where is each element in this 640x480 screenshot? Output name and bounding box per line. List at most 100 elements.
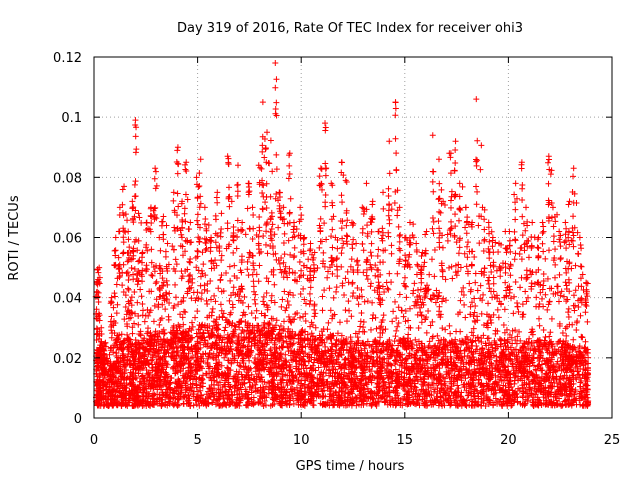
data-point <box>188 387 195 394</box>
data-point <box>210 331 217 338</box>
data-point <box>189 319 196 326</box>
data-point <box>389 318 396 325</box>
data-point <box>260 298 267 305</box>
data-point <box>436 180 443 187</box>
data-point <box>111 262 118 269</box>
data-point <box>385 192 392 199</box>
data-point <box>247 347 254 354</box>
data-point <box>316 244 323 251</box>
data-point <box>121 316 128 323</box>
data-point <box>423 329 430 336</box>
data-point <box>164 281 171 288</box>
data-point <box>436 244 443 251</box>
data-point <box>259 357 266 364</box>
data-point <box>120 261 127 268</box>
data-point <box>202 272 209 279</box>
data-point <box>167 386 174 393</box>
data-point <box>380 312 387 319</box>
data-point <box>147 307 154 314</box>
data-point <box>202 216 209 223</box>
data-point <box>235 162 242 169</box>
data-point <box>286 171 293 178</box>
data-point <box>187 219 194 226</box>
data-point <box>113 281 120 288</box>
data-point <box>429 225 436 232</box>
data-point <box>153 278 160 285</box>
data-point <box>260 293 267 300</box>
data-point <box>338 159 345 166</box>
data-point <box>184 288 191 295</box>
data-point <box>200 329 207 336</box>
data-point <box>194 355 201 362</box>
data-point <box>189 323 196 330</box>
data-point <box>249 204 256 211</box>
data-point <box>156 330 163 337</box>
data-point <box>368 252 375 259</box>
data-point <box>231 382 238 389</box>
data-point <box>160 213 167 220</box>
data-point <box>131 320 138 327</box>
data-point <box>328 216 335 223</box>
data-point <box>244 205 251 212</box>
data-point <box>221 383 228 390</box>
data-point <box>201 204 208 211</box>
data-point <box>276 260 283 267</box>
data-point <box>218 307 225 314</box>
data-point <box>246 249 253 256</box>
data-point <box>238 269 245 276</box>
data-point <box>135 313 142 320</box>
data-point <box>159 365 166 372</box>
data-point <box>94 281 101 288</box>
data-point <box>124 323 131 330</box>
data-point <box>122 304 129 311</box>
data-point <box>112 293 119 300</box>
data-point <box>158 315 165 322</box>
data-point <box>265 325 272 332</box>
data-point <box>193 381 200 388</box>
data-point <box>197 224 203 231</box>
data-point <box>132 310 139 317</box>
data-point <box>338 192 345 199</box>
data-point <box>178 234 185 241</box>
data-point <box>327 307 334 314</box>
data-point <box>174 402 181 409</box>
data-point <box>231 322 238 329</box>
data-point <box>187 239 194 246</box>
data-point <box>333 284 340 291</box>
data-point <box>129 198 136 205</box>
data-point <box>204 324 211 331</box>
data-point <box>233 387 240 394</box>
data-point <box>139 372 146 379</box>
data-point <box>160 292 167 299</box>
data-point <box>227 309 234 316</box>
data-point <box>263 221 270 228</box>
data-point <box>223 245 230 252</box>
data-point <box>112 252 119 259</box>
data-point <box>121 363 128 370</box>
data-point <box>360 247 367 254</box>
data-point <box>435 156 442 163</box>
data-point <box>115 335 122 342</box>
data-point <box>245 191 252 198</box>
data-point <box>261 301 268 308</box>
data-point <box>311 313 318 320</box>
data-point <box>175 396 182 403</box>
data-point <box>391 199 398 206</box>
data-point <box>159 382 166 389</box>
data-point <box>290 219 297 226</box>
data-point <box>160 231 167 238</box>
data-point <box>221 327 228 334</box>
data-point <box>307 284 314 291</box>
data-point <box>205 401 212 408</box>
data-point <box>177 311 184 318</box>
data-point <box>386 220 393 227</box>
data-point <box>250 288 257 295</box>
data-point <box>385 185 392 192</box>
data-point <box>120 340 127 347</box>
data-point <box>170 365 177 372</box>
data-point <box>113 353 120 360</box>
data-point <box>276 189 283 196</box>
data-point <box>259 181 266 188</box>
data-point <box>354 257 361 264</box>
data-point <box>122 292 129 299</box>
